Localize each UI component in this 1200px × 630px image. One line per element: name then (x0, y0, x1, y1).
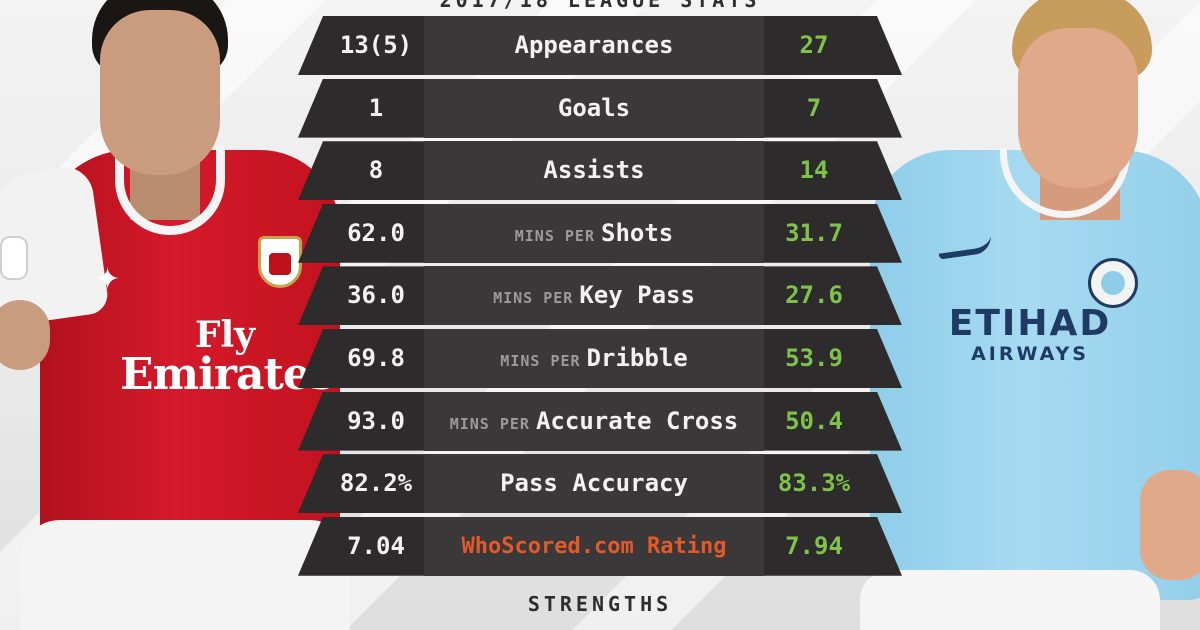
right-value: 27 (799, 31, 829, 59)
left-value: 62.0 (347, 218, 405, 247)
row-center-panel (424, 516, 764, 576)
row-center-panel (424, 391, 764, 451)
stat-row-shots: 62.0 MINS PER Shots 31.7 (298, 203, 902, 263)
stat-label: Goals (424, 79, 764, 138)
stat-name: WhoScored.com Rating (461, 533, 727, 559)
left-value: 36.0 (347, 281, 405, 310)
stat-label: Pass Accuracy (424, 454, 764, 513)
stat-name: Appearances (514, 31, 674, 59)
stat-name: Assists (543, 156, 645, 185)
stat-name: Pass Accuracy (500, 469, 688, 498)
stat-label: MINS PER Shots (424, 204, 764, 263)
shorts (20, 520, 350, 630)
stat-name: Key Pass (579, 281, 695, 310)
face (100, 10, 220, 175)
face (1018, 28, 1138, 188)
row-center-panel (424, 454, 764, 514)
shorts (860, 570, 1160, 630)
stat-name: Goals (557, 93, 631, 122)
sponsor-line-1: Fly (194, 314, 256, 356)
stat-row-goals: 1 Goals 7 (298, 78, 902, 138)
stat-row-dribble: 69.8 MINS PER Dribble 53.9 (298, 328, 902, 388)
arsenal-crest-icon (258, 236, 302, 288)
stat-prefix: MINS PER (493, 289, 574, 308)
puma-logo-icon: ✦ (95, 262, 121, 297)
row-center-panel (424, 78, 764, 138)
hand (0, 300, 50, 370)
shirt-sponsor-right: ETIHAD AIRWAYS (920, 303, 1140, 366)
left-value: 1 (368, 93, 384, 122)
stat-name: Accurate Cross (535, 406, 739, 435)
stat-prefix: MINS PER (449, 414, 530, 433)
footer-title: STRENGTHS (527, 592, 673, 616)
stat-row-assists: 8 Assists 14 (298, 141, 902, 201)
stat-row-key-pass: 36.0 MINS PER Key Pass 27.6 (298, 266, 902, 326)
right-value: 27.6 (785, 281, 843, 310)
left-value: 8 (368, 156, 384, 185)
stat-label: WhoScored.com Rating (424, 517, 764, 576)
row-center-panel (424, 141, 764, 201)
stat-prefix: MINS PER (500, 351, 581, 370)
left-value: 13(5) (339, 31, 413, 59)
arm (1140, 470, 1200, 580)
player-right-photo: ETIHAD AIRWAYS (850, 0, 1200, 630)
stat-label: MINS PER Accurate Cross (424, 392, 764, 451)
stats-table: 13(5) Appearances 27 1 Goals 7 8 Assists… (298, 16, 902, 579)
right-value: 7.94 (785, 531, 843, 560)
right-value: 14 (799, 156, 829, 185)
stat-name: Dribble (586, 343, 688, 372)
player-left-photo: ✦ Fly Emirates (0, 0, 370, 630)
stat-row-pass-accuracy: 82.2% Pass Accuracy 83.3% (298, 454, 902, 514)
right-value: 83.3% (777, 469, 851, 498)
city-crest-icon (1088, 258, 1138, 308)
left-value: 7.04 (347, 531, 405, 560)
left-value: 69.8 (347, 343, 405, 372)
row-center-panel (424, 328, 764, 388)
stat-name: Shots (601, 218, 674, 247)
stat-prefix: MINS PER (514, 226, 595, 245)
shirt-sponsor-left: Fly Emirates (120, 314, 335, 400)
stat-row-appearances: 13(5) Appearances 27 (298, 16, 902, 75)
stat-label: Appearances (424, 16, 764, 75)
row-center-panel (424, 203, 764, 263)
row-center-panel (424, 16, 764, 75)
row-center-panel (424, 266, 764, 326)
right-value: 53.9 (785, 343, 843, 372)
stat-row-rating: 7.04 WhoScored.com Rating 7.94 (298, 516, 902, 576)
header-title: 2017/18 LEAGUE STATS (439, 0, 761, 12)
right-value: 7 (806, 93, 822, 122)
left-value: 82.2% (339, 469, 413, 498)
sponsor-line-2: AIRWAYS (971, 343, 1089, 365)
right-value: 31.7 (785, 218, 843, 247)
stat-label: MINS PER Dribble (424, 329, 764, 388)
sponsor-line-2: Emirates (120, 349, 335, 400)
collar (115, 145, 225, 235)
sponsor-line-1: ETIHAD (948, 303, 1112, 344)
league-badge-icon (0, 236, 28, 280)
left-value: 93.0 (347, 406, 405, 435)
stat-label: MINS PER Key Pass (424, 266, 764, 325)
stat-row-accurate-cross: 93.0 MINS PER Accurate Cross 50.4 (298, 391, 902, 451)
right-value: 50.4 (785, 406, 843, 435)
stat-label: Assists (424, 141, 764, 200)
